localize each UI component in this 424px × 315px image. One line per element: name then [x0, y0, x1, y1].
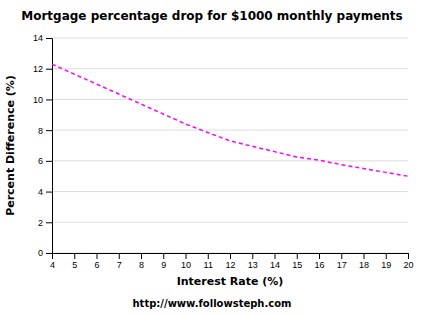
y-tick-label: 8 [38, 126, 43, 136]
x-tick-label: 17 [337, 260, 347, 270]
y-axis-line [46, 39, 53, 254]
x-tick-label: 11 [204, 260, 213, 270]
plot-area: 4 5 6 7 8 9 10 11 12 13 14 15 16 17 18 19 20 0 2 4 6 8 10 12 14 [33, 33, 414, 270]
x-tick: 8 [139, 253, 144, 270]
y-tick: 8 [38, 126, 52, 136]
grid-line [52, 130, 408, 131]
grid-line [52, 68, 408, 69]
x-tick: 6 [94, 253, 99, 270]
y-tick-label: 14 [33, 33, 43, 43]
x-tick-label: 16 [314, 260, 324, 270]
y-tick-mark [46, 161, 52, 162]
x-tick: 9 [161, 253, 166, 270]
y-tick: 0 [38, 248, 52, 258]
x-tick: 20 [403, 253, 413, 270]
x-tick-label: 8 [139, 260, 144, 270]
y-tick-mark [46, 253, 52, 254]
x-tick-label: 10 [181, 260, 191, 270]
y-tick: 14 [33, 33, 52, 43]
x-tick-mark [319, 253, 320, 259]
x-tick: 19 [381, 253, 391, 270]
x-tick-mark [119, 253, 120, 259]
y-axis: 0 2 4 6 8 10 12 14 [33, 33, 53, 258]
x-tick-mark [408, 253, 409, 259]
x-axis-line [53, 254, 409, 260]
grid-line [52, 222, 408, 223]
x-tick: 17 [337, 253, 347, 270]
x-tick: 13 [248, 253, 258, 270]
y-tick-mark [46, 38, 52, 39]
y-tick: 2 [38, 218, 52, 228]
x-tick-mark [230, 253, 231, 259]
x-tick-mark [297, 253, 298, 259]
y-tick-label: 12 [33, 64, 43, 74]
x-tick-label: 6 [94, 260, 99, 270]
x-tick-label: 14 [270, 260, 280, 270]
y-tick: 6 [38, 156, 52, 166]
y-tick: 10 [33, 95, 52, 105]
x-tick-mark [97, 253, 98, 259]
x-tick-mark [364, 253, 365, 259]
x-tick-mark [141, 253, 142, 259]
x-tick-mark [341, 253, 342, 259]
x-tick: 12 [225, 253, 235, 270]
x-tick-mark [275, 253, 276, 259]
x-tick-label: 9 [161, 260, 166, 270]
x-tick-label: 7 [117, 260, 122, 270]
grid-line [52, 160, 408, 161]
x-tick: 15 [292, 253, 302, 270]
x-axis: 4 5 6 7 8 9 10 11 12 13 14 15 16 17 18 19 20 [50, 253, 414, 270]
x-tick: 5 [72, 253, 77, 270]
x-tick-mark [186, 253, 187, 259]
x-tick: 16 [314, 253, 324, 270]
x-tick-label: 5 [72, 260, 77, 270]
x-tick-label: 18 [359, 260, 369, 270]
y-tick-label: 10 [33, 95, 43, 105]
x-tick-label: 15 [292, 260, 302, 270]
x-tick-label: 20 [403, 260, 413, 270]
series [52, 64, 408, 176]
grid-line [52, 38, 408, 39]
y-tick-mark [46, 130, 52, 131]
x-tick: 14 [270, 253, 280, 270]
y-tick: 12 [33, 64, 52, 74]
x-axis-title: Interest Rate (%) [177, 275, 284, 288]
x-tick-label: 4 [50, 260, 55, 270]
x-tick-mark [252, 253, 253, 259]
x-tick: 4 [50, 253, 55, 270]
grid-line [52, 191, 408, 192]
title: Mortgage percentage drop for $1000 month… [21, 9, 403, 23]
y-tick-mark [46, 192, 52, 193]
y-tick-mark [46, 222, 52, 223]
x-tick-label: 19 [381, 260, 391, 270]
y-tick: 4 [38, 187, 52, 197]
grid-line [52, 99, 408, 100]
y-tick-label: 2 [38, 218, 43, 228]
y-tick-label: 4 [38, 187, 43, 197]
y-axis-title: Percent Difference (%) [4, 75, 17, 216]
x-tick-label: 12 [225, 260, 235, 270]
y-tick-mark [46, 99, 52, 100]
annotation: http://www.followsteph.com [132, 298, 291, 309]
chart: 4 5 6 7 8 9 10 11 12 13 14 15 16 17 18 19 20 0 2 4 6 8 10 12 14 M… [0, 0, 424, 315]
y-tick-label: 6 [38, 156, 43, 166]
line [52, 64, 408, 176]
x-tick: 18 [359, 253, 369, 270]
y-tick-mark [46, 69, 52, 70]
x-tick: 11 [204, 253, 213, 270]
grid [52, 38, 408, 253]
x-tick-mark [163, 253, 164, 259]
x-tick-mark [74, 253, 75, 259]
y-tick-label: 0 [38, 248, 43, 258]
x-tick-label: 13 [248, 260, 258, 270]
x-tick-mark [386, 253, 387, 259]
x-tick-mark [208, 253, 209, 259]
x-tick: 7 [117, 253, 122, 270]
x-tick: 10 [181, 253, 191, 270]
